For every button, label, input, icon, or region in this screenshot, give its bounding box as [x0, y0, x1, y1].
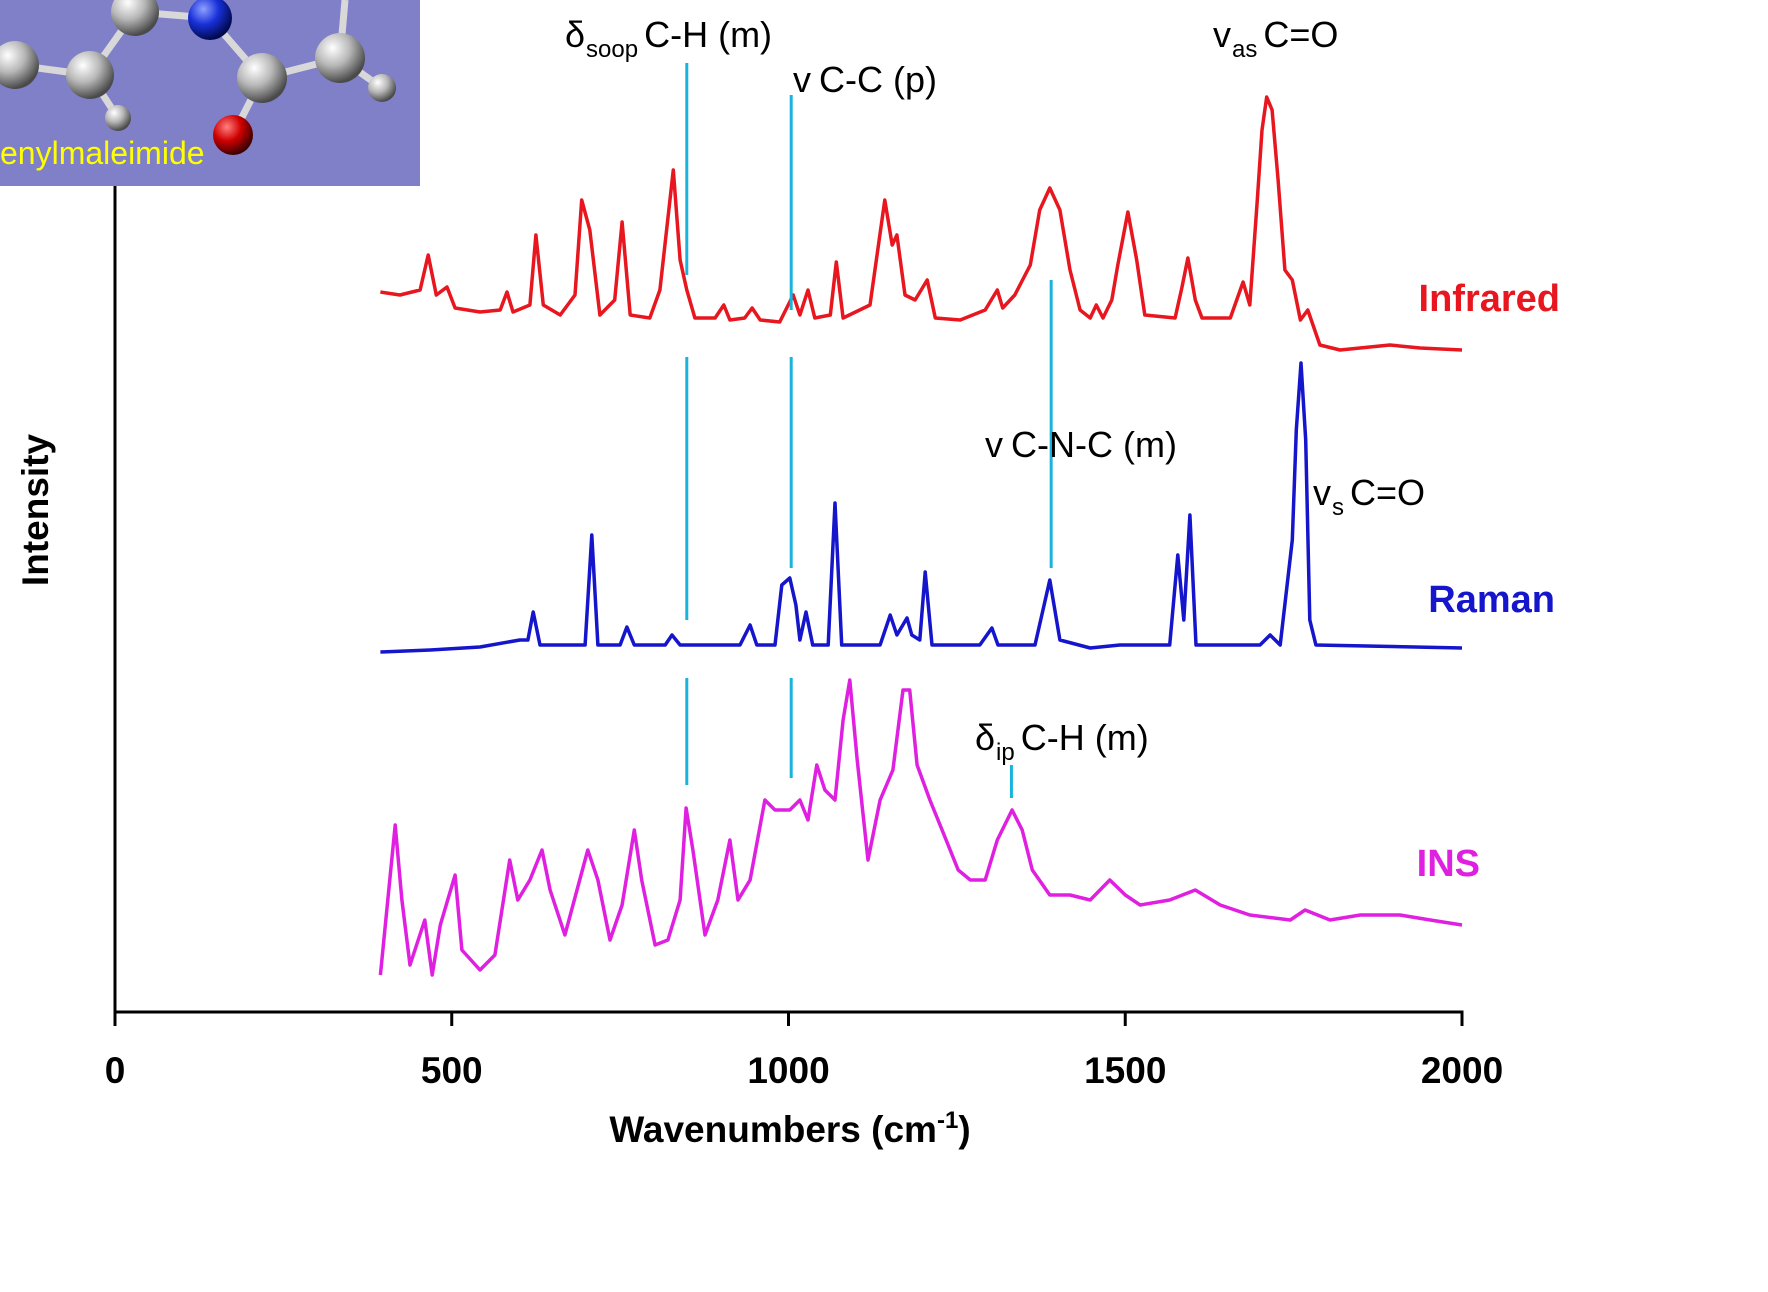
annotation-text: C=O	[1263, 14, 1338, 55]
spectrum-line	[380, 97, 1462, 350]
spectrum-line	[380, 680, 1462, 975]
y-axis-title: Intensity	[15, 434, 56, 587]
atom	[105, 105, 131, 131]
x-tick-label: 1000	[747, 1050, 829, 1091]
molecule-inset: enylmaleimide	[0, 0, 420, 186]
annotation-symbol: v	[1213, 14, 1231, 55]
atom	[237, 53, 287, 103]
annotation-subscript: as	[1232, 36, 1257, 63]
x-tick-label: 500	[421, 1050, 483, 1091]
annotation-symbol: δ	[975, 717, 995, 758]
x-tick-label: 1500	[1084, 1050, 1166, 1091]
atom	[368, 74, 396, 102]
annotation-text: C=O	[1350, 472, 1425, 513]
atom	[315, 33, 365, 83]
atom	[213, 115, 253, 155]
inset-caption: enylmaleimide	[0, 135, 205, 171]
annotation-symbol: v	[985, 424, 1003, 465]
annotation-subscript: s	[1332, 494, 1344, 521]
x-axis-title-sup: -1	[937, 1107, 958, 1134]
annotation-text: C-H (m)	[644, 14, 772, 55]
atom	[66, 51, 114, 99]
annotation-text: C-H (m)	[1021, 717, 1149, 758]
annotation-symbol: v	[793, 59, 811, 100]
chart: 0 500 1000 1500 2000 Wavenumbers (cm-1) Intens…	[0, 0, 1768, 1292]
annotation-symbol: δ	[565, 14, 585, 55]
x-axis-title-close: )	[958, 1109, 970, 1150]
x-tick-label: 2000	[1421, 1050, 1503, 1091]
x-tick-label: 0	[105, 1050, 126, 1091]
annotation-subscript: soop	[586, 36, 638, 63]
annotation-symbol: v	[1313, 472, 1331, 513]
series-label: Infrared	[1419, 278, 1560, 320]
series-label: INS	[1417, 843, 1480, 885]
spectrum-line	[380, 363, 1462, 652]
annotation-subscript: ip	[996, 739, 1015, 766]
x-axis-title-text: Wavenumbers (cm	[609, 1109, 937, 1150]
series-label: Raman	[1428, 579, 1555, 621]
annotation-text: C-C (p)	[819, 59, 937, 100]
x-axis-title: Wavenumbers (cm-1)	[609, 1107, 970, 1150]
annotation-text: C-N-C (m)	[1011, 424, 1177, 465]
